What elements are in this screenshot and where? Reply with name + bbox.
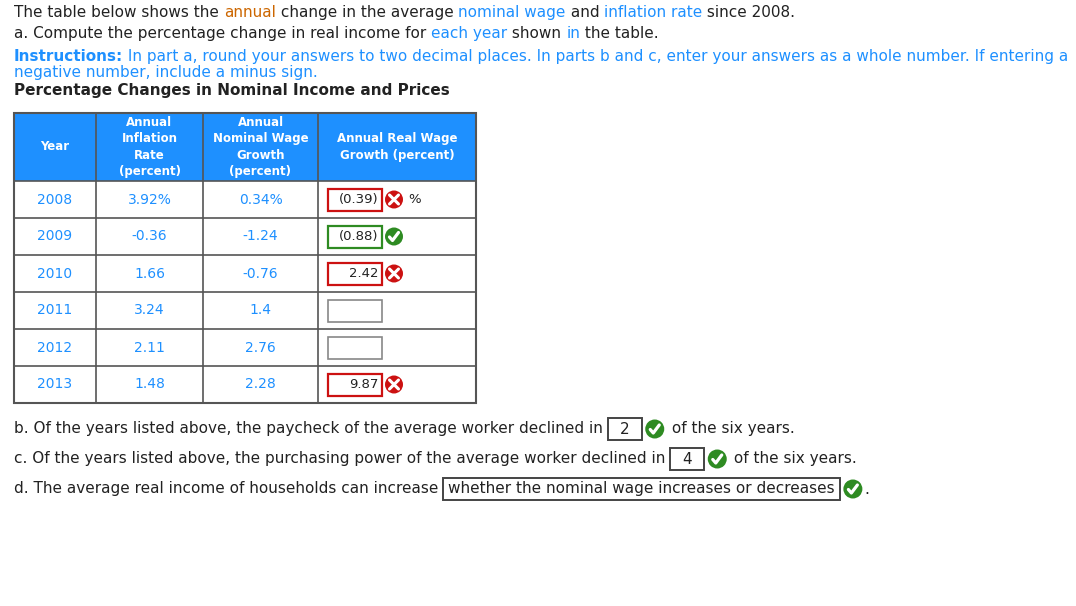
Circle shape (646, 419, 664, 439)
Text: c. Of the years listed above, the purchasing power of the average worker decline: c. Of the years listed above, the purcha… (14, 451, 670, 467)
Bar (14, 113, 476, 403)
Text: 2009: 2009 (38, 230, 72, 244)
Circle shape (385, 227, 404, 245)
Text: 3.24: 3.24 (134, 304, 165, 318)
Text: -0.76: -0.76 (243, 267, 279, 281)
Bar (328, 262, 382, 284)
Text: of the six years.: of the six years. (730, 451, 856, 467)
Text: and: and (566, 5, 604, 20)
Text: since 2008.: since 2008. (703, 5, 795, 20)
Text: a. Compute the percentage change in real income for: a. Compute the percentage change in real… (14, 26, 431, 41)
Text: each year: each year (431, 26, 507, 41)
Circle shape (385, 376, 404, 393)
Text: Instructions:: Instructions: (14, 49, 124, 64)
Text: In part a, round your answers to two decimal places. In parts b and c, enter you: In part a, round your answers to two dec… (124, 49, 1068, 64)
Text: The table below shows the: The table below shows the (14, 5, 224, 20)
Text: 4: 4 (682, 451, 692, 467)
Text: 2008: 2008 (38, 193, 72, 207)
Bar (14, 113, 476, 181)
Text: 0.34%: 0.34% (239, 193, 282, 207)
Bar (14, 255, 476, 292)
Bar (14, 329, 476, 366)
Text: 2010: 2010 (38, 267, 72, 281)
Bar (14, 181, 476, 218)
Text: 9.87: 9.87 (349, 378, 378, 391)
Text: annual: annual (224, 5, 275, 20)
Bar (14, 218, 476, 255)
Text: nominal wage: nominal wage (458, 5, 566, 20)
Bar (443, 478, 840, 500)
Text: 2.76: 2.76 (245, 341, 275, 355)
Circle shape (385, 264, 404, 282)
Bar (608, 418, 641, 440)
Text: 2: 2 (620, 422, 629, 436)
Text: 2013: 2013 (38, 378, 72, 391)
Text: Annual Real Wage
Growth (percent): Annual Real Wage Growth (percent) (337, 132, 457, 162)
Text: 2012: 2012 (38, 341, 72, 355)
Bar (670, 448, 705, 470)
Text: 1.4: 1.4 (250, 304, 271, 318)
Text: Annual
Nominal Wage
Growth
(percent): Annual Nominal Wage Growth (percent) (213, 116, 309, 178)
Text: Year: Year (41, 141, 70, 153)
Text: -0.36: -0.36 (131, 230, 167, 244)
Text: change in the average: change in the average (275, 5, 458, 20)
Text: Percentage Changes in Nominal Income and Prices: Percentage Changes in Nominal Income and… (14, 83, 450, 98)
Bar (328, 373, 382, 396)
Text: b. Of the years listed above, the paycheck of the average worker declined in: b. Of the years listed above, the payche… (14, 422, 608, 436)
Text: d. The average real income of households can increase: d. The average real income of households… (14, 482, 443, 496)
Text: .: . (865, 482, 869, 496)
Text: (0.88): (0.88) (339, 230, 378, 243)
Text: 1.66: 1.66 (134, 267, 165, 281)
Text: (0.39): (0.39) (338, 193, 378, 206)
Circle shape (708, 450, 726, 468)
Circle shape (844, 479, 862, 499)
Text: negative number, include a minus sign.: negative number, include a minus sign. (14, 65, 317, 80)
Text: -1.24: -1.24 (243, 230, 279, 244)
Text: inflation rate: inflation rate (604, 5, 703, 20)
Bar (14, 292, 476, 329)
Text: of the six years.: of the six years. (667, 422, 794, 436)
Text: %: % (408, 193, 421, 206)
Text: 2.28: 2.28 (245, 378, 275, 391)
Bar (328, 188, 382, 210)
Text: Annual
Inflation
Rate
(percent): Annual Inflation Rate (percent) (118, 116, 181, 178)
Bar (14, 366, 476, 403)
Text: 2.42: 2.42 (349, 267, 378, 280)
Text: 3.92%: 3.92% (128, 193, 171, 207)
Circle shape (385, 190, 404, 208)
Bar (328, 336, 382, 359)
Text: 1.48: 1.48 (134, 378, 165, 391)
Text: 2011: 2011 (38, 304, 72, 318)
Text: the table.: the table. (580, 26, 659, 41)
Bar (328, 299, 382, 322)
Bar (328, 225, 382, 247)
Text: 2.11: 2.11 (134, 341, 165, 355)
Text: in: in (566, 26, 580, 41)
Text: shown: shown (507, 26, 566, 41)
Text: whether the nominal wage increases or decreases: whether the nominal wage increases or de… (449, 482, 835, 496)
